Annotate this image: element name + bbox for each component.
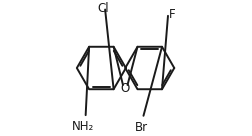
Text: F: F [169,8,175,21]
Text: Cl: Cl [97,2,109,15]
Text: O: O [120,82,129,95]
Text: Br: Br [134,121,147,134]
Text: NH₂: NH₂ [72,120,94,133]
